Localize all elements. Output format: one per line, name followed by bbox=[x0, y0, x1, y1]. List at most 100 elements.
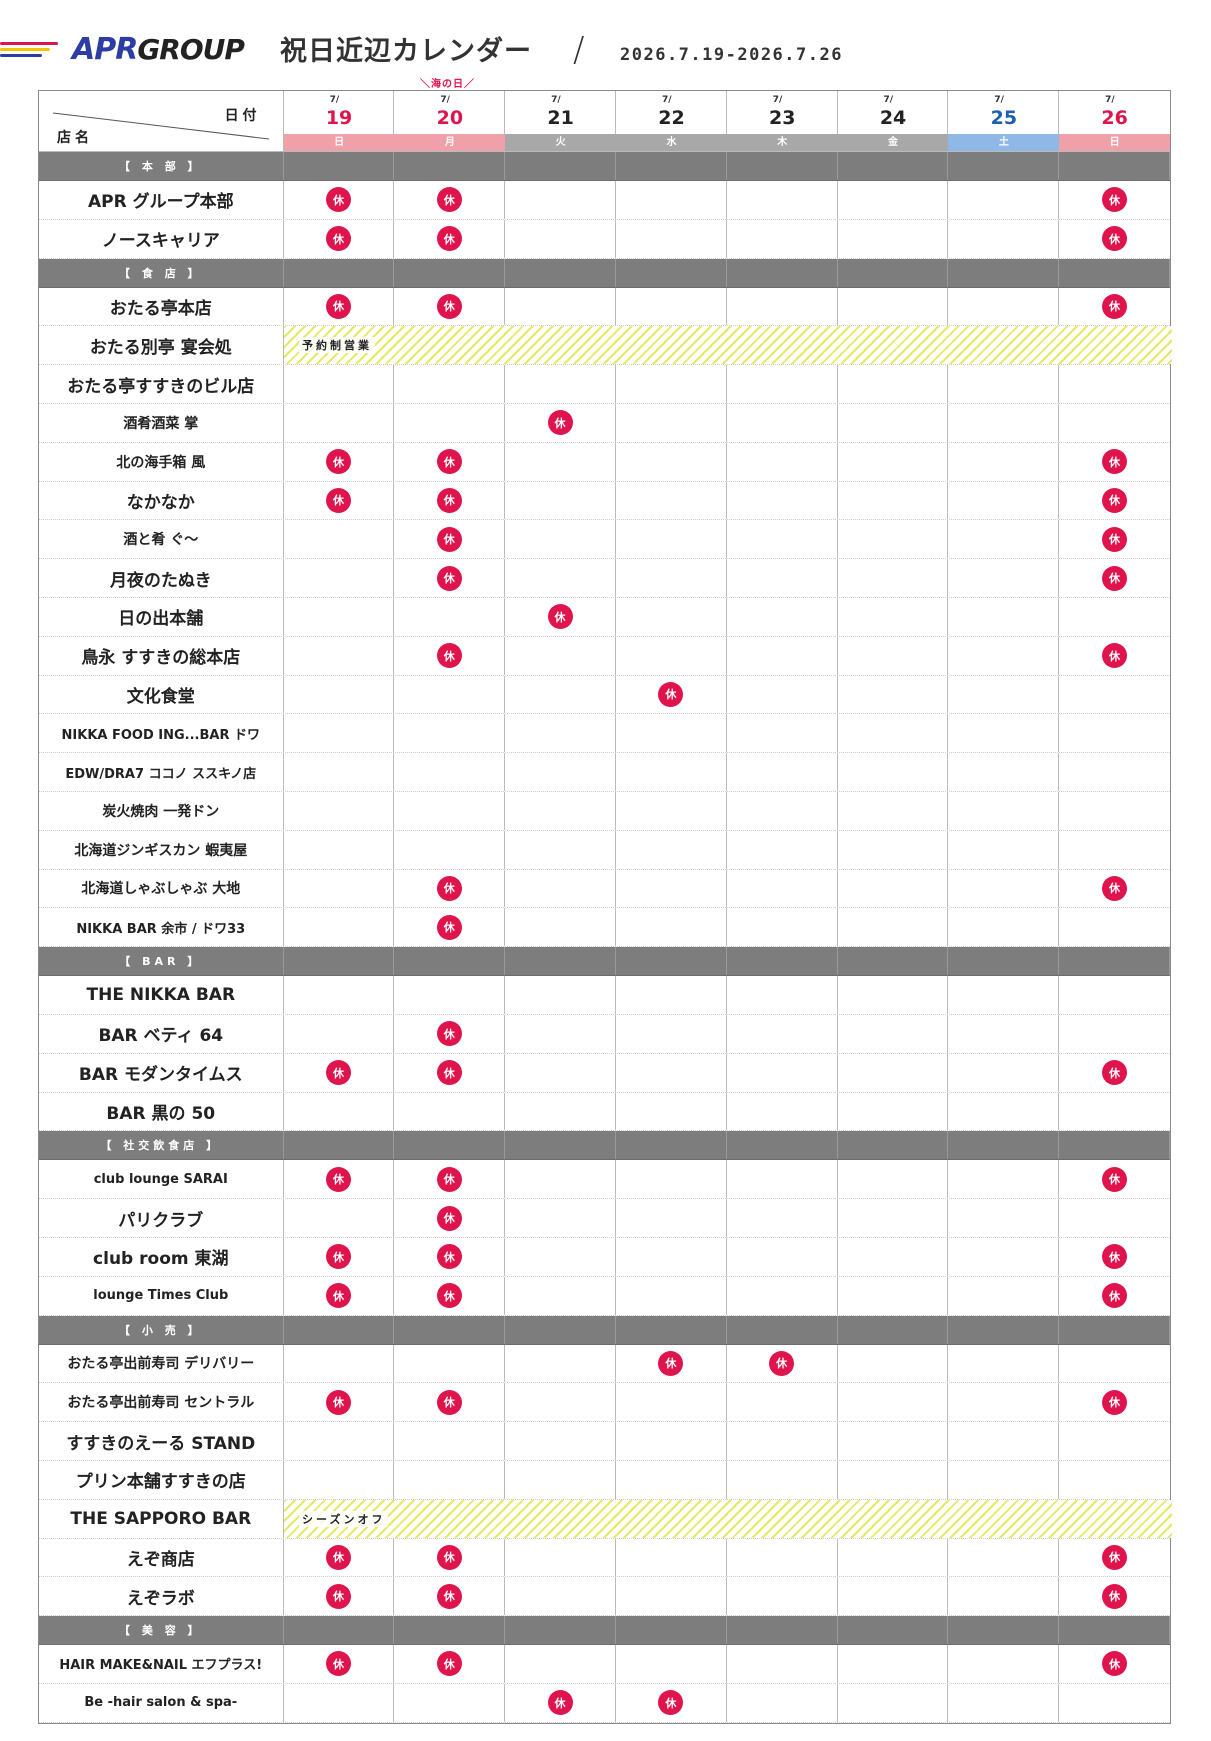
closed-badge: 休 bbox=[325, 487, 351, 513]
day-cell bbox=[616, 365, 727, 403]
day-cell bbox=[948, 1422, 1060, 1460]
date-weekday: 火 bbox=[505, 134, 617, 151]
shop-name: EDW/DRA7 ココノ ススキノ店 bbox=[39, 753, 284, 791]
day-cell: 休 bbox=[284, 1160, 395, 1199]
day-cell bbox=[727, 559, 838, 597]
date-day: 20 bbox=[436, 107, 464, 129]
date-month: 7/ bbox=[1105, 95, 1115, 105]
day-cell bbox=[838, 1053, 949, 1092]
day-cell bbox=[616, 1460, 727, 1499]
day-cell bbox=[727, 1199, 838, 1237]
day-cell bbox=[838, 152, 949, 180]
day-cell bbox=[1059, 1199, 1170, 1237]
day-cell: 休 bbox=[394, 442, 506, 481]
shop-name: おたる亭出前寿司 セントラル bbox=[39, 1383, 284, 1422]
day-cell bbox=[1059, 792, 1170, 830]
day-cell: 休 bbox=[1059, 1645, 1170, 1683]
closed-badge: 休 bbox=[436, 914, 462, 940]
shop-name: 北海道ジンギスカン 蝦夷屋 bbox=[39, 830, 284, 869]
day-cell bbox=[284, 830, 395, 869]
day-cell: 休 bbox=[394, 908, 506, 947]
day-cell bbox=[505, 1053, 616, 1092]
day-cell bbox=[948, 830, 1060, 869]
day-cell bbox=[394, 1460, 506, 1499]
header-corner: 日付 店名 bbox=[39, 91, 284, 151]
day-cell bbox=[838, 830, 949, 869]
day-cell bbox=[838, 1422, 949, 1460]
date-month: 7/ bbox=[329, 95, 340, 105]
table-row: 文化食堂 休 bbox=[39, 675, 1170, 715]
closed-badge: 休 bbox=[325, 1166, 351, 1192]
day-cell bbox=[948, 1276, 1060, 1315]
table-row: 炭火焼肉 一発ドン bbox=[39, 791, 1170, 831]
day-cell bbox=[948, 791, 1060, 830]
day-cell: 休 bbox=[394, 1053, 506, 1092]
day-cell bbox=[1059, 152, 1170, 180]
day-cell bbox=[394, 1131, 506, 1160]
closed-badge: 休 bbox=[1102, 1583, 1128, 1609]
shop-name: おたる亭すすきのビル店 bbox=[39, 365, 284, 403]
shop-name: えぞラボ bbox=[39, 1577, 284, 1616]
day-cell: 休 bbox=[394, 1160, 506, 1199]
day-cell bbox=[1059, 365, 1170, 403]
table-row: すすきのえーる STAND bbox=[39, 1422, 1170, 1461]
date-day: 26 bbox=[1101, 107, 1128, 129]
day-cell bbox=[838, 791, 949, 830]
closed-badge: 休 bbox=[436, 565, 462, 591]
day-cell bbox=[727, 1014, 838, 1053]
corner-diagonal-line bbox=[52, 112, 270, 140]
day-cell bbox=[616, 1237, 727, 1276]
section-label: 【 食 店 】 bbox=[39, 258, 284, 287]
shop-name: HAIR MAKE&NAIL エフプラス! bbox=[39, 1645, 284, 1683]
day-cell bbox=[838, 1577, 949, 1616]
day-cell bbox=[727, 1538, 838, 1577]
day-cell bbox=[505, 1199, 616, 1237]
shop-name: lounge Times Club bbox=[39, 1276, 284, 1315]
day-cell: 休 bbox=[1059, 443, 1170, 481]
table-row: 月夜のたぬき 休 休 bbox=[39, 559, 1170, 598]
day-cell: 休 bbox=[394, 869, 506, 908]
closed-badge: 休 bbox=[1102, 1651, 1128, 1677]
day-cell bbox=[727, 675, 838, 714]
day-cell bbox=[727, 947, 838, 976]
day-cell bbox=[505, 753, 616, 791]
day-cell bbox=[727, 976, 838, 1014]
section-label: 【 社交飲食店 】 bbox=[39, 1131, 284, 1160]
table-row: club lounge SARAI 休 休 休 bbox=[39, 1160, 1170, 1200]
closed-badge: 休 bbox=[436, 293, 462, 319]
day-cell bbox=[838, 1683, 949, 1722]
day-cell bbox=[948, 1538, 1060, 1577]
section-header-row: 【 BAR 】 bbox=[39, 947, 1170, 977]
day-cell bbox=[616, 791, 727, 830]
day-cell: 休 bbox=[394, 1014, 506, 1053]
day-cell bbox=[727, 1276, 838, 1315]
day-cell bbox=[505, 365, 616, 403]
day-cell bbox=[284, 714, 395, 753]
day-cell bbox=[838, 1538, 949, 1577]
closed-badge: 休 bbox=[436, 226, 462, 252]
day-cell bbox=[948, 1014, 1060, 1053]
table-row: Be -hair salon & spa- 休 休 bbox=[39, 1683, 1170, 1723]
day-cell bbox=[505, 520, 616, 559]
day-cell bbox=[284, 403, 395, 442]
day-cell bbox=[394, 1422, 506, 1460]
day-cell bbox=[505, 1014, 616, 1053]
day-cell: 休 bbox=[394, 1383, 506, 1422]
day-cell bbox=[838, 1383, 949, 1422]
day-cell bbox=[284, 1315, 395, 1344]
day-cell bbox=[284, 1616, 395, 1645]
day-cell bbox=[394, 947, 506, 976]
table-row: おたる亭出前寿司 セントラル 休 休 休 bbox=[39, 1383, 1170, 1423]
day-cell: 休 bbox=[394, 1645, 506, 1683]
closed-badge: 休 bbox=[325, 1283, 351, 1309]
day-cell bbox=[616, 753, 727, 791]
day-cell bbox=[284, 1683, 395, 1722]
table-row: 鳥永 すすきの総本店 休 休 bbox=[39, 636, 1170, 676]
day-cell bbox=[948, 636, 1060, 675]
day-cell bbox=[838, 1014, 949, 1053]
day-cell bbox=[838, 219, 949, 258]
table-body: 【 本 部 】 APR グループ本部休休休ノースキャリア休休休【 食 店 】おたる… bbox=[39, 152, 1172, 1723]
date-day: 22 bbox=[658, 107, 685, 129]
table-row: 日の出本舗 休 bbox=[39, 597, 1170, 637]
day-cell bbox=[838, 1645, 949, 1683]
